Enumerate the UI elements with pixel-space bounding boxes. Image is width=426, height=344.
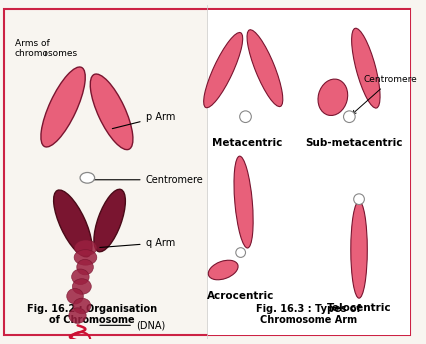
Ellipse shape [77,259,93,275]
Ellipse shape [208,260,238,280]
Ellipse shape [247,30,282,107]
Text: Metacentric: Metacentric [212,138,282,148]
Ellipse shape [233,156,253,248]
Ellipse shape [66,289,83,304]
Text: Telocentric: Telocentric [326,303,391,313]
Ellipse shape [69,308,86,323]
Ellipse shape [41,67,85,147]
Ellipse shape [54,190,92,257]
Ellipse shape [350,201,366,298]
Ellipse shape [73,298,91,314]
Ellipse shape [80,172,95,183]
Text: Arms of
chromosomes: Arms of chromosomes [14,39,78,58]
Ellipse shape [317,79,347,116]
Ellipse shape [74,250,97,265]
Ellipse shape [94,189,125,252]
Text: Centromere: Centromere [90,175,203,185]
Text: p Arm: p Arm [112,112,175,129]
Text: q Arm: q Arm [100,238,174,248]
Ellipse shape [72,269,89,284]
Text: Acrocentric: Acrocentric [207,291,273,301]
Text: Sub-metacentric: Sub-metacentric [305,138,402,148]
Text: Centromere: Centromere [351,75,417,114]
Ellipse shape [235,248,245,257]
FancyBboxPatch shape [4,9,409,335]
Ellipse shape [90,74,132,150]
Ellipse shape [343,111,354,122]
Ellipse shape [72,279,91,294]
Ellipse shape [353,194,363,205]
Text: Fig. 16.2 : Organisation
of Chromosome: Fig. 16.2 : Organisation of Chromosome [27,304,157,325]
Ellipse shape [74,240,97,256]
Ellipse shape [239,111,251,122]
Ellipse shape [351,28,379,108]
FancyBboxPatch shape [207,10,409,335]
Text: (DNA): (DNA) [100,320,165,330]
Text: Fig. 16.3 : Types of
Chromosome Arm: Fig. 16.3 : Types of Chromosome Arm [256,304,360,325]
Ellipse shape [203,32,242,108]
